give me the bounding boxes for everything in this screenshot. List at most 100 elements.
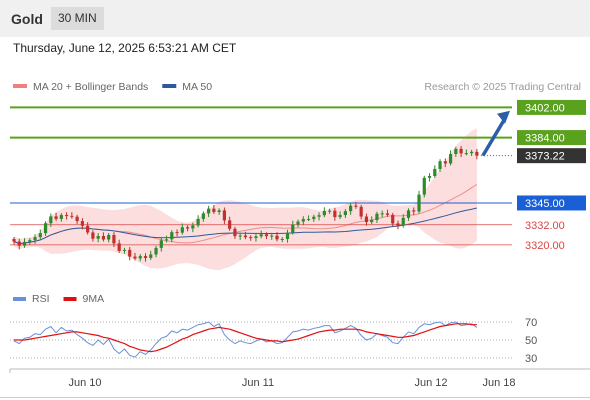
candle-body (101, 235, 106, 240)
candle-body (112, 234, 116, 244)
candle-body (317, 215, 321, 217)
candle-body (122, 249, 127, 251)
candle-body (254, 236, 258, 239)
candle-body (322, 211, 326, 216)
candle-body (17, 241, 21, 246)
candle-body (285, 232, 290, 240)
candle-body (359, 206, 363, 217)
candle-body (328, 210, 332, 212)
candle-body (443, 161, 447, 164)
rsi-legend-swatch (63, 297, 77, 301)
x-tick-label: Jun 10 (68, 377, 101, 389)
candle-body (133, 256, 137, 259)
candle-body (422, 177, 426, 195)
candle-body (70, 215, 74, 217)
candle-body (438, 161, 442, 169)
level-label-3320.00: 3320.00 (525, 240, 565, 252)
bollinger-band (14, 128, 477, 271)
level-tag-3373.22 (517, 148, 586, 164)
candle-body (128, 249, 132, 257)
chart-header: Gold 30 MIN (0, 0, 590, 37)
candle-body (91, 232, 95, 239)
chart-datetime: Thursday, June 12, 2025 6:53:21 AM CET (13, 41, 237, 55)
candle-body (333, 210, 337, 218)
x-tick-label: Jun 18 (482, 377, 515, 389)
candle-body (217, 210, 221, 213)
rsi-legend-swatch (13, 297, 26, 301)
candle-body (170, 232, 174, 240)
candle-body (275, 235, 279, 240)
candle-body (154, 247, 158, 255)
legend-label: MA 50 (182, 81, 212, 93)
x-tick-label: Jun 12 (414, 377, 447, 389)
instrument-title: Gold (11, 11, 43, 27)
forecast-arrow-head (497, 110, 510, 124)
candle-body (401, 217, 405, 226)
candle-body (396, 223, 400, 226)
candle-body (459, 148, 463, 154)
candle-body (22, 241, 27, 246)
candle-body (233, 228, 237, 237)
candle-body (38, 233, 42, 238)
candle-body (470, 151, 474, 154)
rsi-tick: 30 (525, 353, 537, 365)
candle-body (49, 216, 53, 224)
candle-body (249, 237, 253, 239)
candle-body (380, 213, 384, 215)
level-label-3384.00: 3384.00 (525, 133, 565, 145)
candle-body (427, 175, 432, 178)
rsi-legend-label: RSI (32, 293, 50, 305)
candle-body (117, 243, 121, 251)
candle-body (59, 215, 63, 219)
candle-body (291, 224, 295, 233)
level-label-3345.00: 3345.00 (525, 198, 565, 210)
candle-body (375, 213, 379, 221)
candle-body (180, 227, 184, 233)
candle-body (349, 205, 353, 212)
rsi-legend-label: 9MA (83, 293, 105, 305)
candle-body (33, 237, 37, 241)
candle-body (412, 210, 416, 212)
candle-body (143, 256, 148, 258)
level-tag-3384.00 (517, 130, 586, 146)
candle-body (370, 220, 374, 223)
candle-body (175, 232, 179, 234)
candle-body (196, 218, 200, 226)
watermark: Research © 2025 Trading Central (424, 81, 581, 93)
rsi-line (13, 321, 478, 358)
candle-body (385, 213, 390, 215)
candle-body (238, 235, 242, 237)
candle-body (191, 225, 195, 229)
candle-body (107, 234, 111, 240)
candle-body (243, 235, 248, 238)
candle-body (354, 205, 358, 207)
level-label-3402.00: 3402.00 (525, 102, 565, 114)
candle-body (28, 240, 32, 242)
candle-body (259, 234, 263, 237)
interval-button[interactable]: 30 MIN (51, 7, 104, 30)
candle-body (86, 225, 90, 233)
candle-body (159, 240, 163, 248)
candle-body (149, 254, 153, 258)
candle-body (270, 235, 274, 237)
candle-body (391, 214, 395, 224)
level-label-3373.22: 3373.22 (525, 151, 565, 163)
x-tick-label: Jun 11 (242, 377, 274, 389)
candle-body (185, 227, 190, 229)
candle-body (12, 239, 16, 242)
candle-body (433, 168, 437, 176)
candle-body (454, 148, 458, 155)
candle-body (306, 219, 311, 221)
candle-body (448, 154, 453, 164)
candle-body (43, 223, 48, 234)
candle-body (228, 220, 232, 229)
candle-body (65, 215, 69, 217)
candle-body (212, 208, 216, 213)
candle-body (201, 213, 205, 219)
candle-body (296, 221, 300, 225)
candle-body (417, 194, 421, 212)
candle-body (343, 211, 347, 216)
candle-body (222, 210, 226, 221)
rsi-tick: 50 (525, 335, 537, 347)
